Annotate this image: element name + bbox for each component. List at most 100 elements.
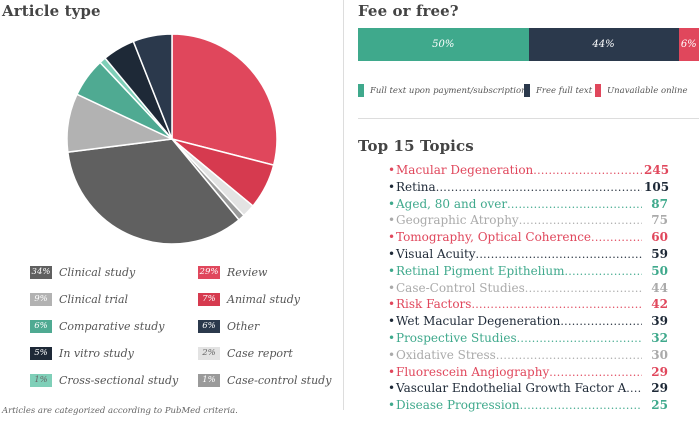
column-divider <box>343 0 344 410</box>
bullet-icon: • <box>388 280 396 295</box>
bullet-icon: • <box>388 297 396 312</box>
topic-row: • Tomography, Optical Coherence..........… <box>388 229 668 246</box>
dot-leader: ........................................… <box>591 231 642 245</box>
fee-legend-swatch <box>358 84 364 97</box>
legend-label: Animal study <box>227 292 300 306</box>
dot-leader: ........................................… <box>564 264 643 278</box>
topic-row: • Prospective Studies....................… <box>388 330 668 347</box>
legend-item-comparative-study: 6% Comparative study <box>30 318 164 334</box>
legend-swatch: 6% <box>198 319 220 333</box>
topic-count: 87 <box>651 196 668 211</box>
dot-leader: ........................................… <box>507 197 642 211</box>
legend-swatch: 9% <box>30 292 52 306</box>
dot-leader: ........................................… <box>518 214 642 228</box>
bullet-icon: • <box>388 163 396 177</box>
dot-leader: ........................................… <box>533 164 642 177</box>
legend-item-case-report: 2% Case report <box>198 345 293 361</box>
pie-slice-clinical-study <box>66 138 240 245</box>
legend-label: Case-control study <box>227 373 332 387</box>
dot-leader: ........................................… <box>524 281 642 295</box>
legend-label: Review <box>227 265 268 279</box>
topic-count: 25 <box>651 398 668 413</box>
topic-count: 50 <box>651 263 668 278</box>
legend-item-clinical-study: 34% Clinical study <box>30 264 135 280</box>
fee-bar-segment-free: 44% <box>528 28 679 61</box>
article-type-pie-chart <box>66 33 278 245</box>
topic-name: Retinal Pigment Epithelium <box>396 263 565 278</box>
topic-row: • Risk Factors...........................… <box>388 296 668 313</box>
legend-label: Other <box>227 319 260 333</box>
bullet-icon: • <box>388 246 396 261</box>
bullet-icon: • <box>388 381 396 396</box>
dot-leader: ........................................… <box>495 348 642 362</box>
fee-legend-item-unavailable: Unavailable online <box>595 84 688 97</box>
top-topics-title: Top 15 Topics <box>358 137 474 155</box>
topic-name: Oxidative Stress <box>396 347 496 362</box>
topic-row: • Retinal Pigment Epithelium.............… <box>388 263 668 280</box>
fee-stacked-bar: 50% 44% 6% <box>358 28 699 61</box>
topic-row: • Visual Acuity..........................… <box>388 246 668 263</box>
dot-leader: ........................................… <box>516 331 642 345</box>
legend-swatch: 6% <box>30 319 52 333</box>
legend-label: Case report <box>227 346 293 360</box>
topic-count: 29 <box>651 381 668 396</box>
fee-legend-item-free: Free full text <box>524 84 592 97</box>
top-topics-list: • Macular Degeneration...................… <box>388 162 669 414</box>
topic-row: • Oxidative Stress.......................… <box>388 347 668 364</box>
topic-count: 42 <box>651 297 668 312</box>
topic-count: 30 <box>651 347 668 362</box>
pie-slice-review <box>171 33 278 167</box>
legend-label: In vitro study <box>59 346 134 360</box>
topic-name: Vascular Endothelial Growth Factor A <box>396 381 627 396</box>
dot-leader: ........................................… <box>519 399 642 413</box>
bullet-icon: • <box>388 230 396 245</box>
fee-legend-item-payment: Full text upon payment/subscription <box>358 84 527 97</box>
legend-item-review: 29% Review <box>198 264 267 280</box>
legend-label: Clinical trial <box>59 292 129 306</box>
topic-name: Disease Progression <box>396 398 520 413</box>
legend-label: Clinical study <box>59 265 136 279</box>
dot-leader: ........................................… <box>626 382 642 396</box>
topic-row: • Disease Progression....................… <box>388 397 668 414</box>
bullet-icon: • <box>388 347 396 362</box>
dot-leader: ........................................… <box>475 247 642 261</box>
topic-count: 44 <box>651 280 668 295</box>
fee-legend-label: Free full text <box>536 85 593 96</box>
topic-row: • Geographic Atrophy.....................… <box>388 212 668 229</box>
fee-bar-segment-unavailable: 6% <box>678 28 699 61</box>
section-divider <box>358 118 699 119</box>
fee-or-free-title: Fee or free? <box>358 2 459 20</box>
topic-name: Prospective Studies <box>396 330 517 345</box>
topic-row: • Retina.................................… <box>388 179 669 196</box>
topic-name: Aged, 80 and over <box>396 196 508 211</box>
dot-leader: ........................................… <box>549 365 642 379</box>
bullet-icon: • <box>388 398 396 413</box>
bullet-icon: • <box>388 330 396 345</box>
topic-name: Case-Control Studies <box>396 280 525 295</box>
fee-legend-label: Full text upon payment/subscription <box>370 85 527 96</box>
dot-leader: ........................................… <box>435 180 642 194</box>
topic-row: • Fluorescein Angiography................… <box>388 364 668 381</box>
topic-name: Fluorescein Angiography <box>396 364 550 379</box>
article-type-footnote: Articles are categorized according to Pu… <box>2 406 238 416</box>
topic-name: Geographic Atrophy <box>396 213 519 228</box>
legend-item-in-vitro-study: 5% In vitro study <box>30 345 134 361</box>
bullet-icon: • <box>388 364 396 379</box>
legend-swatch: 1% <box>30 373 52 387</box>
topic-row: • Aged, 80 and over......................… <box>388 196 668 213</box>
topic-name: Retina <box>396 179 436 194</box>
dot-leader: ........................................… <box>471 298 642 312</box>
topic-name: Macular Degeneration <box>396 163 534 177</box>
bullet-icon: • <box>388 263 396 278</box>
bullet-icon: • <box>388 179 396 194</box>
legend-label: Cross-sectional study <box>59 373 179 387</box>
legend-swatch: 2% <box>198 346 220 360</box>
legend-swatch: 34% <box>30 265 52 279</box>
topic-count: 75 <box>651 213 668 228</box>
article-type-title: Article type <box>2 2 101 20</box>
topic-name: Risk Factors <box>396 297 472 312</box>
pie-slice-other <box>132 33 173 140</box>
topic-count: 32 <box>651 330 668 345</box>
legend-swatch: 7% <box>198 292 220 306</box>
fee-bar-segment-payment: 50% <box>358 28 529 61</box>
